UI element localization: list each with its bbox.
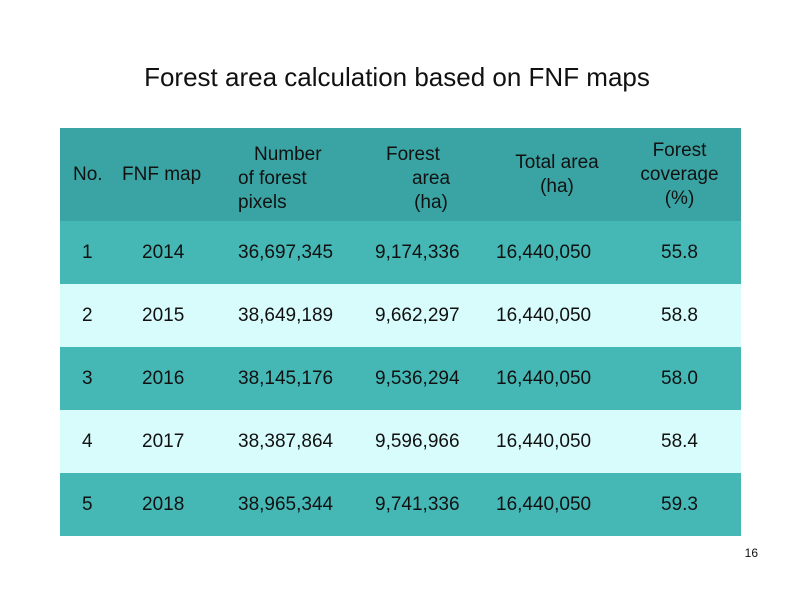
cell-forest-area: 9,596,966 [375, 430, 460, 452]
cell-no: 3 [82, 367, 93, 389]
table-row: 2 2015 38,649,189 9,662,297 16,440,050 5… [60, 284, 741, 347]
header-forest-area-line2: area [411, 167, 451, 189]
header-fnf-map: FNF map [122, 163, 202, 185]
header-pixels-line1: Number [254, 143, 322, 165]
header-total-area: Total area (ha) [490, 151, 618, 199]
cell-map: 2017 [142, 430, 185, 452]
cell-pixels: 38,145,176 [238, 367, 334, 389]
header-total-area-line2: (ha) [540, 175, 574, 197]
forest-area-table: No. FNF map Number of forest pixels Fore… [60, 128, 741, 536]
header-coverage: Forest coverage (%) [618, 139, 741, 211]
cell-total-area: 16,440,050 [496, 367, 592, 389]
cell-coverage: 55.8 [661, 241, 698, 263]
header-pixels-line3: pixels [238, 191, 287, 213]
table-row: 3 2016 38,145,176 9,536,294 16,440,050 5… [60, 347, 741, 410]
cell-coverage: 59.3 [661, 493, 698, 515]
cell-forest-area: 9,174,336 [375, 241, 460, 263]
cell-map: 2015 [142, 304, 185, 326]
table-row: 1 2014 36,697,345 9,174,336 16,440,050 5… [60, 221, 741, 284]
header-forest-area-line3: (ha) [414, 191, 448, 213]
cell-forest-area: 9,536,294 [375, 367, 460, 389]
header-total-area-line1: Total area [515, 151, 599, 173]
table-row: 4 2017 38,387,864 9,596,966 16,440,050 5… [60, 410, 741, 473]
cell-total-area: 16,440,050 [496, 430, 592, 452]
cell-map: 2018 [142, 493, 185, 515]
header-no: No. [73, 163, 103, 185]
slide-title: Forest area calculation based on FNF map… [144, 62, 650, 92]
table-row: 5 2018 38,965,344 9,741,336 16,440,050 5… [60, 473, 741, 536]
cell-coverage: 58.8 [661, 304, 698, 326]
header-forest-area-line1: Forest [386, 143, 440, 165]
cell-forest-area: 9,662,297 [375, 304, 460, 326]
cell-no: 4 [82, 430, 93, 452]
cell-pixels: 38,387,864 [238, 430, 334, 452]
cell-no: 2 [82, 304, 93, 326]
cell-total-area: 16,440,050 [496, 304, 592, 326]
header-coverage-line2: coverage [640, 163, 719, 185]
cell-map: 2014 [142, 241, 185, 263]
cell-no: 1 [82, 241, 93, 263]
cell-coverage: 58.4 [661, 430, 698, 452]
cell-pixels: 36,697,345 [238, 241, 334, 263]
page-number: 16 [744, 546, 758, 560]
header-coverage-line3: (%) [664, 187, 695, 209]
header-pixels-line2: of forest [238, 167, 307, 189]
cell-no: 5 [82, 493, 93, 515]
cell-pixels: 38,965,344 [238, 493, 334, 515]
header-forest-area: Forest area (ha) [372, 135, 490, 215]
header-coverage-line1: Forest [652, 139, 707, 161]
header-pixels: Number of forest pixels [236, 135, 372, 215]
cell-pixels: 38,649,189 [238, 304, 334, 326]
cell-coverage: 58.0 [661, 367, 698, 389]
table-header-row: No. FNF map Number of forest pixels Fore… [60, 128, 741, 221]
cell-forest-area: 9,741,336 [375, 493, 460, 515]
cell-map: 2016 [142, 367, 185, 389]
cell-total-area: 16,440,050 [496, 241, 592, 263]
cell-total-area: 16,440,050 [496, 493, 592, 515]
